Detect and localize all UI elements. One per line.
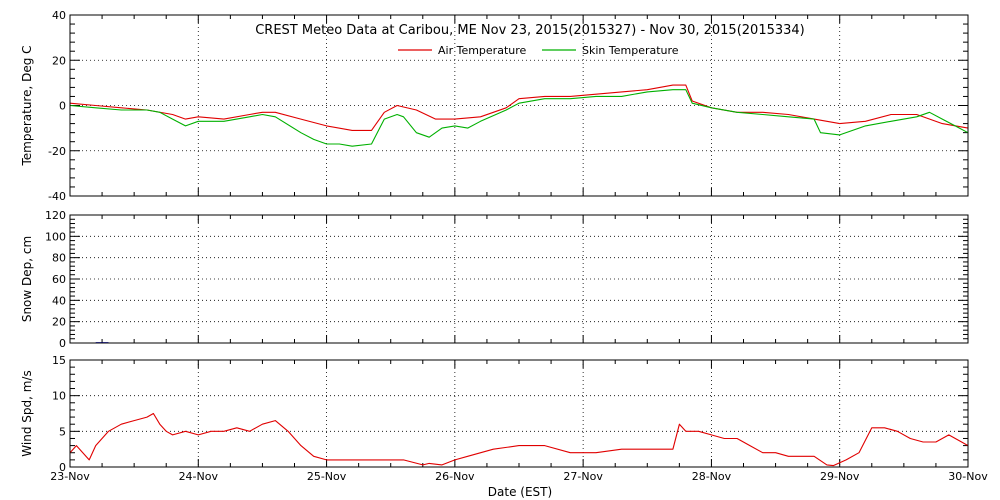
x-tick-label: 27-Nov — [563, 470, 603, 483]
legend-skin-label: Skin Temperature — [582, 44, 679, 57]
y-tick-label: 40 — [52, 294, 66, 307]
chart-title: CREST Meteo Data at Caribou, ME Nov 23, … — [255, 23, 805, 38]
x-tick-label: 28-Nov — [692, 470, 732, 483]
y-tick-label: 40 — [52, 9, 66, 22]
y-tick-label: 0 — [59, 100, 66, 113]
skin-temperature-line — [69, 89, 969, 147]
y-axis-label: Wind Spd, m/s — [20, 370, 34, 456]
y-tick-label: 120 — [45, 209, 66, 222]
legend: Air Temperature Skin Temperature — [398, 44, 679, 57]
x-tick-label: 23-Nov — [50, 470, 90, 483]
wind-speed-panel: 0 5 10 15 23-Nov 24-Nov 25-Nov 26-Nov 27-Nov 28-N… — [20, 354, 988, 483]
legend-air-label: Air Temperature — [438, 44, 527, 57]
y-tick-label: 0 — [59, 461, 66, 474]
x-axis-label: Date (EST) — [488, 485, 552, 499]
y-tick-label: 20 — [52, 316, 66, 329]
y-tick-label: 80 — [52, 252, 66, 265]
y-tick-label: -20 — [48, 145, 66, 158]
y-tick-label: -40 — [48, 190, 66, 203]
plot-frame — [69, 359, 969, 468]
x-tick-label: 25-Nov — [307, 470, 347, 483]
plot-frame — [69, 14, 969, 197]
series-0-line — [69, 412, 969, 467]
x-tick-label: 29-Nov — [820, 470, 860, 483]
y-tick-label: 100 — [45, 230, 66, 243]
y-tick-label: 10 — [52, 390, 66, 403]
y-tick-label: 60 — [52, 273, 66, 286]
y-axis-label: Temperature, Deg C — [20, 45, 34, 166]
air-temperature-line — [69, 84, 969, 131]
y-tick-label: 20 — [52, 54, 66, 67]
plot-frame — [69, 214, 969, 344]
y-tick-label: 5 — [59, 425, 66, 438]
y-axis-label: Snow Dep, cm — [20, 236, 34, 322]
x-tick-label: 26-Nov — [435, 470, 475, 483]
y-tick-label: 0 — [59, 337, 66, 350]
x-tick-label: 30-Nov — [948, 470, 988, 483]
x-tick-label: 24-Nov — [179, 470, 219, 483]
temperature-panel: -40 -20 0 20 40 Temperature, Deg C — [20, 9, 969, 203]
y-tick-label: 15 — [52, 354, 66, 367]
snow-depth-panel: 0 20 40 60 80 100 120 Snow Dep, cm — [20, 209, 969, 350]
